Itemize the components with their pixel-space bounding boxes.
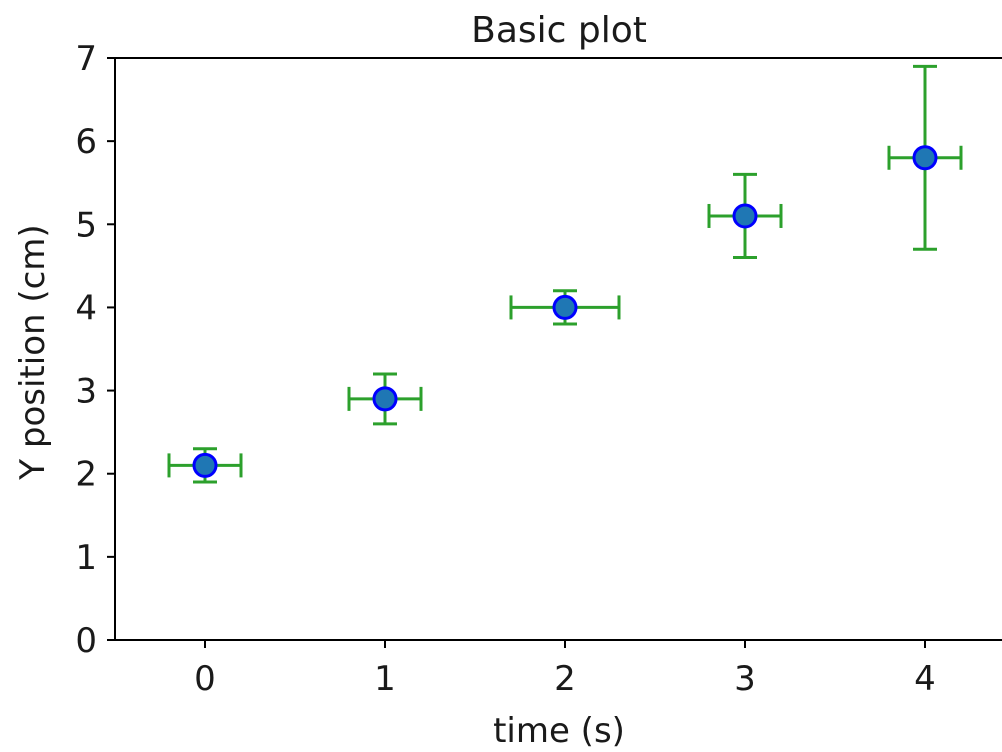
errorbars [167, 64, 963, 484]
x-axis-label: time (s) [493, 711, 625, 751]
x-tick-label: 0 [194, 659, 216, 699]
x-tick-label: 1 [374, 659, 396, 699]
y-tick-label: 1 [75, 538, 97, 578]
x-axis: 0 1 2 3 4 [194, 640, 936, 699]
data-point [552, 294, 578, 320]
y-axis: 0 1 2 3 4 5 6 7 [75, 39, 115, 661]
plot-frame [114, 57, 1002, 641]
x-tick-label: 2 [554, 659, 576, 699]
y-axis-label: Y position (cm) [13, 224, 53, 480]
y-tick-label: 2 [75, 455, 97, 495]
x-tick-label: 3 [734, 659, 756, 699]
data-points [192, 145, 938, 478]
y-tick-label: 4 [75, 288, 97, 328]
data-point [372, 386, 398, 412]
y-tick-label: 3 [75, 372, 97, 412]
y-tick-label: 5 [75, 205, 97, 245]
chart-title: Basic plot [471, 10, 647, 51]
data-point [732, 203, 758, 229]
x-tick-label: 4 [914, 659, 936, 699]
y-tick-label: 6 [75, 122, 97, 162]
data-point [192, 452, 218, 478]
y-tick-label: 0 [75, 621, 97, 661]
y-tick-label: 7 [75, 39, 97, 79]
data-point [912, 145, 938, 171]
